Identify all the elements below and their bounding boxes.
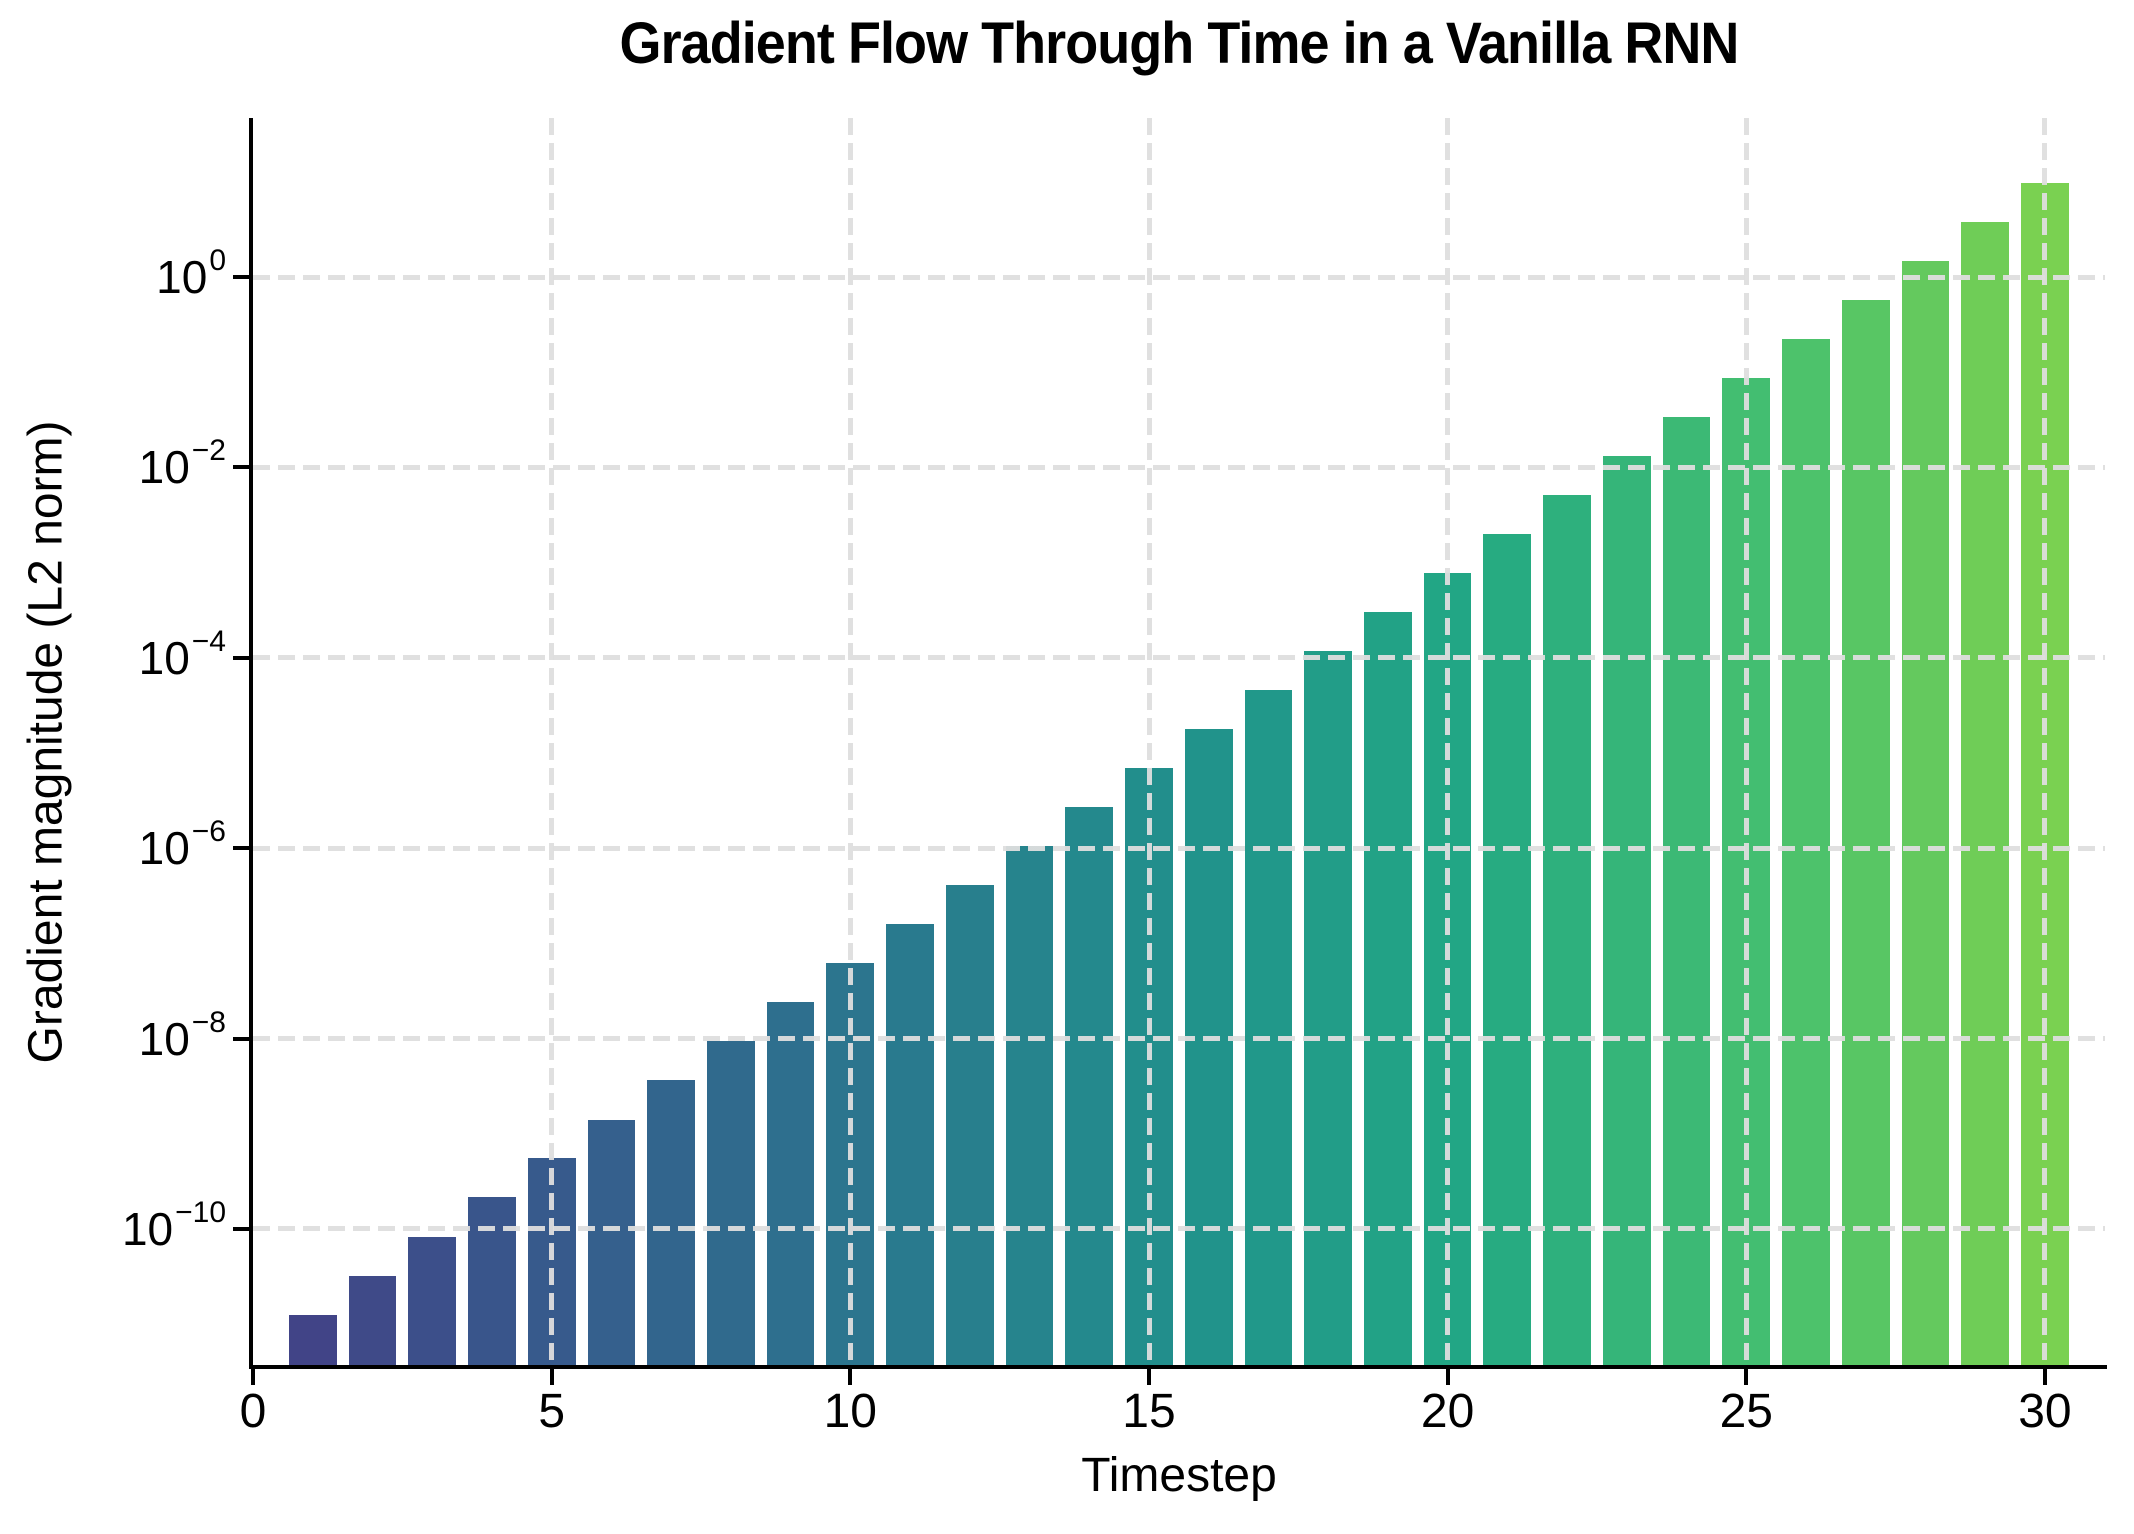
bar-timestep-14 xyxy=(1065,807,1114,1365)
y-tick-1e-6 xyxy=(233,846,249,851)
x-tick-label-30: 30 xyxy=(2018,1385,2072,1438)
bar-timestep-17 xyxy=(1244,690,1293,1365)
bar-timestep-29 xyxy=(1961,221,2010,1365)
gridline-y-1e-8 xyxy=(253,1036,2105,1041)
gridline-x-5 xyxy=(549,118,555,1365)
y-tick-label-1e0: 10 0 xyxy=(156,244,226,303)
x-tick-label-20: 20 xyxy=(1420,1385,1475,1438)
y-tick-label-1e-4: 10 −4 xyxy=(138,624,226,684)
bar-timestep-16 xyxy=(1184,729,1233,1365)
bar-timestep-3 xyxy=(408,1236,457,1365)
y-tick-label-1e-8: 10 −8 xyxy=(138,1005,226,1065)
x-tick-label-0: 0 xyxy=(239,1385,267,1438)
x-tick-20 xyxy=(1445,1369,1450,1385)
y-tick-label-1e-2: 10 −2 xyxy=(138,434,226,494)
gridline-x-15 xyxy=(1146,118,1152,1365)
x-tick-25 xyxy=(1744,1369,1749,1385)
gridline-y-1e-2 xyxy=(253,464,2105,470)
bar-timestep-1 xyxy=(288,1314,337,1365)
chart-title: Gradient Flow Through Time in a Vanilla … xyxy=(619,11,1740,76)
gridline-x-20 xyxy=(1445,118,1451,1365)
bar-timestep-6 xyxy=(587,1119,636,1365)
bar-timestep-27 xyxy=(1841,299,1890,1365)
y-axis-label: Gradient magnitude (L2 norm) xyxy=(19,420,73,1063)
y-tick-1e-2 xyxy=(233,465,249,470)
y-tick-1e-4 xyxy=(233,655,249,660)
x-tick-15 xyxy=(1147,1369,1151,1385)
bar-timestep-13 xyxy=(1005,846,1054,1365)
gridline-y-1e-4 xyxy=(253,655,2105,661)
bar-timestep-9 xyxy=(766,1002,815,1365)
bar-timestep-26 xyxy=(1782,338,1830,1365)
bar-timestep-11 xyxy=(886,924,934,1365)
bar-timestep-18 xyxy=(1304,651,1352,1365)
bar-timestep-19 xyxy=(1364,612,1412,1365)
y-tick-1e0 xyxy=(233,275,249,279)
bar-timestep-12 xyxy=(945,885,994,1365)
bar-timestep-4 xyxy=(468,1197,516,1365)
gridline-y-1e0 xyxy=(253,274,2105,280)
y-tick-label-1e-6: 10 −6 xyxy=(138,815,226,875)
y-tick-1e-8 xyxy=(233,1036,249,1041)
gridline-y-1e-6 xyxy=(253,845,2105,851)
gridline-x-10 xyxy=(847,118,853,1365)
x-axis-label: Timestep xyxy=(1081,1449,1277,1502)
y-axis-spine xyxy=(249,118,253,1369)
y-tick-1e-10 xyxy=(233,1226,249,1231)
x-tick-label-25: 25 xyxy=(1719,1385,1773,1438)
x-tick-label-5: 5 xyxy=(538,1385,566,1438)
bar-timestep-2 xyxy=(348,1275,397,1365)
bar-timestep-8 xyxy=(706,1041,755,1365)
bar-timestep-7 xyxy=(647,1080,695,1365)
gridline-y-1e-10 xyxy=(253,1226,2105,1232)
y-tick-label-1e-10: 10 −10 xyxy=(121,1195,226,1255)
x-tick-0 xyxy=(251,1369,255,1385)
x-tick-30 xyxy=(2042,1369,2047,1385)
gridline-x-25 xyxy=(1743,118,1749,1365)
x-tick-label-15: 15 xyxy=(1122,1385,1176,1438)
bar-timestep-28 xyxy=(1901,260,1950,1365)
x-tick-10 xyxy=(848,1369,853,1385)
x-axis-spine xyxy=(249,1365,2107,1369)
gridline-x-30 xyxy=(2042,118,2048,1365)
bar-timestep-23 xyxy=(1602,455,1651,1365)
bar-timestep-22 xyxy=(1543,494,1591,1365)
x-tick-label-10: 10 xyxy=(823,1385,877,1438)
x-tick-5 xyxy=(549,1369,554,1385)
bar-timestep-24 xyxy=(1662,416,1711,1365)
